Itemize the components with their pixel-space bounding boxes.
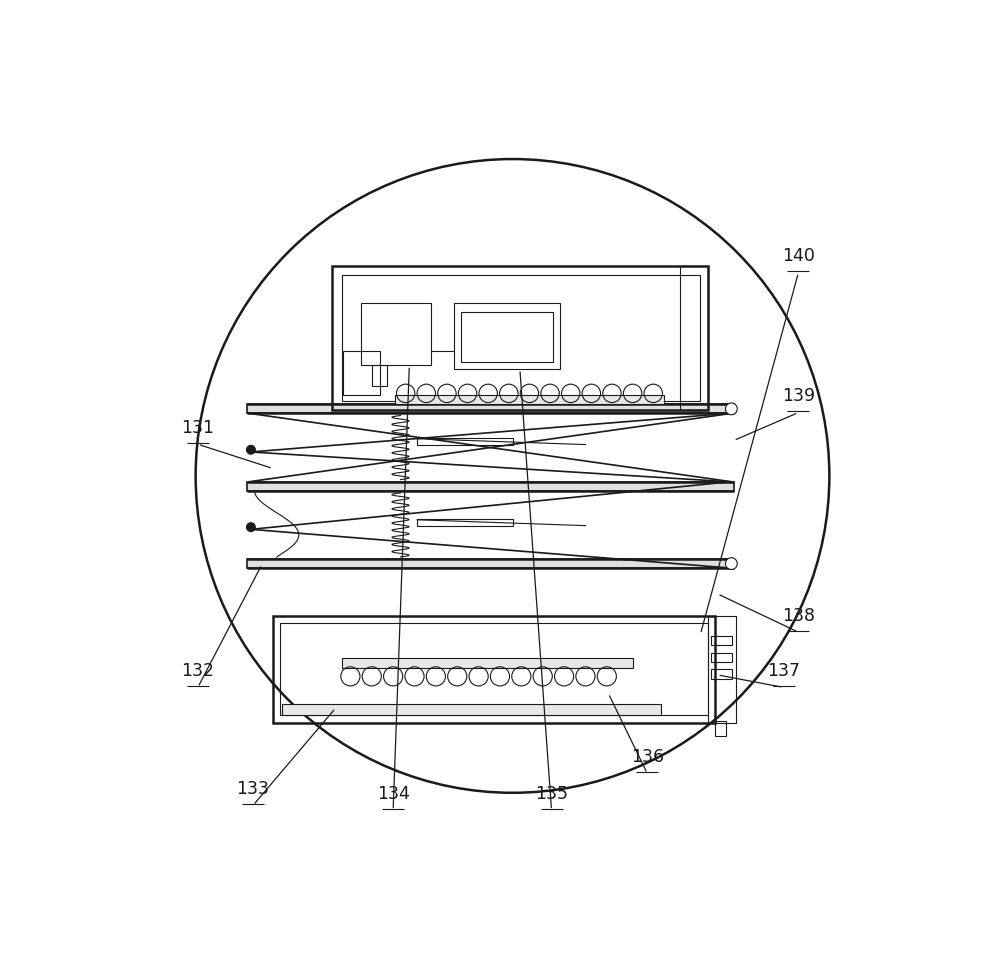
Bar bbox=[342, 276, 700, 401]
Bar bbox=[417, 519, 512, 525]
Bar bbox=[247, 405, 734, 413]
Bar bbox=[461, 312, 553, 362]
Bar bbox=[280, 623, 708, 716]
Bar bbox=[247, 481, 734, 491]
Bar bbox=[361, 302, 431, 366]
Text: 140: 140 bbox=[782, 247, 815, 265]
Circle shape bbox=[725, 558, 737, 569]
Text: 139: 139 bbox=[782, 388, 815, 405]
Bar bbox=[454, 302, 560, 369]
Text: 135: 135 bbox=[535, 785, 568, 803]
Text: 133: 133 bbox=[237, 780, 270, 798]
Text: 134: 134 bbox=[377, 785, 410, 803]
Circle shape bbox=[246, 523, 255, 531]
Bar bbox=[715, 722, 726, 736]
Bar bbox=[282, 704, 661, 716]
Circle shape bbox=[246, 445, 255, 455]
Text: 138: 138 bbox=[782, 607, 815, 625]
Bar bbox=[332, 266, 708, 410]
Text: 136: 136 bbox=[631, 748, 664, 767]
Bar bbox=[372, 366, 387, 386]
Bar bbox=[711, 669, 732, 679]
Bar bbox=[395, 395, 664, 405]
Bar bbox=[342, 657, 633, 668]
Bar bbox=[343, 350, 380, 395]
Text: 137: 137 bbox=[767, 662, 800, 680]
Bar bbox=[273, 616, 715, 723]
Bar bbox=[417, 438, 512, 445]
Text: 132: 132 bbox=[181, 662, 214, 680]
Text: 131: 131 bbox=[181, 419, 214, 436]
Bar bbox=[708, 616, 736, 723]
Circle shape bbox=[725, 403, 737, 414]
Bar bbox=[711, 653, 732, 662]
Bar bbox=[711, 635, 732, 645]
Bar bbox=[247, 559, 734, 568]
Bar bbox=[680, 266, 708, 410]
